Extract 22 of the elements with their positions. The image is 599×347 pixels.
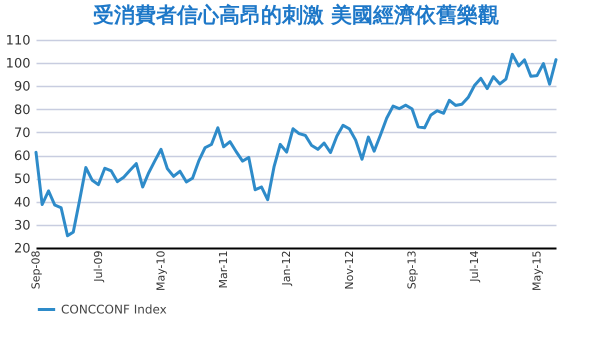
- y-tick-label: 30: [14, 218, 30, 234]
- x-tick-label: Jul-09: [92, 250, 105, 283]
- x-tick-label: Mar-11: [217, 250, 230, 289]
- y-tick-label: 70: [14, 126, 30, 141]
- y-tick-label: 110: [6, 34, 30, 48]
- y-tick-label: 100: [6, 56, 30, 72]
- chart-title: 受消費者信心高昂的刺激 美國經濟依舊樂觀: [92, 3, 500, 27]
- y-tick-label: 90: [14, 80, 30, 95]
- x-tick-label: Sep-08: [30, 250, 42, 290]
- x-tick-label: Sep-13: [406, 250, 419, 290]
- x-tick-label: May-10: [154, 250, 168, 292]
- x-tick-label: May-15: [530, 250, 544, 292]
- x-tick-label: Nov-12: [342, 250, 356, 290]
- line-series: [34, 52, 558, 238]
- y-tick-label: 80: [14, 102, 30, 118]
- y-tick-label: 40: [14, 195, 30, 210]
- y-tick-label: 50: [14, 172, 30, 188]
- y-tick-label: 60: [14, 149, 30, 164]
- y-tick-label: 20: [14, 242, 30, 256]
- x-tick-label: Jul-14: [468, 250, 481, 283]
- x-tick-label: Jan-12: [280, 250, 294, 286]
- legend-label: CONCCONF Index: [61, 302, 167, 316]
